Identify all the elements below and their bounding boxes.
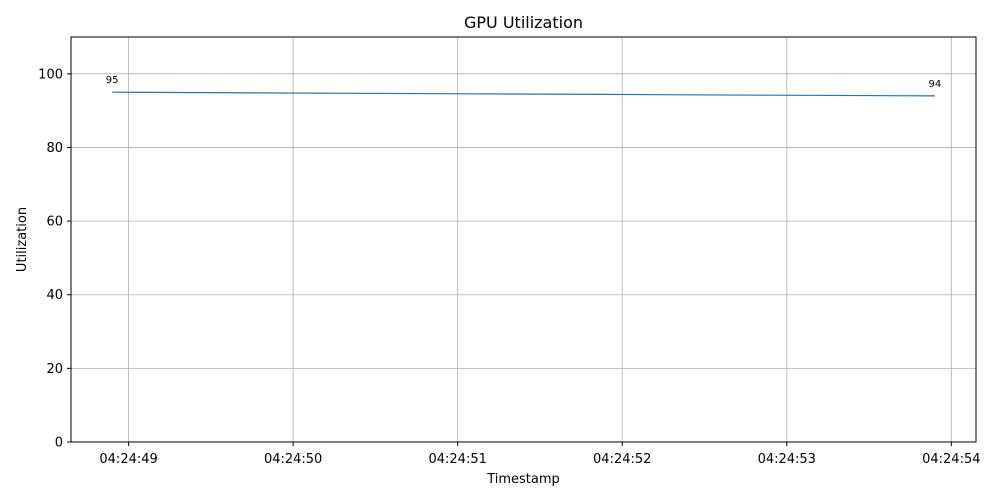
x-tick-label: 04:24:49 (99, 452, 157, 467)
x-tick-label: 04:24:52 (593, 452, 651, 467)
y-tick-label: 20 (46, 362, 63, 377)
series-layer (112, 91, 935, 97)
ticks: 04:24:49 04:24:50 04:24:51 04:24:52 04:24:53… (38, 67, 980, 467)
y-tick-label: 80 (46, 141, 63, 156)
annotations: 95 94 (106, 75, 941, 90)
y-axis-title: Utilization (15, 207, 30, 272)
y-tick-label: 0 (55, 436, 63, 451)
chart-title: GPU Utilization (464, 13, 583, 32)
x-tick-label: 04:24:50 (264, 452, 322, 467)
x-axis-title: Timestamp (486, 472, 560, 487)
plot-frame (70, 36, 977, 443)
y-tick-label: 60 (46, 215, 63, 230)
data-label: 95 (106, 75, 119, 86)
x-tick-label: 04:24:53 (758, 452, 816, 467)
x-tick-label: 04:24:51 (428, 452, 486, 467)
y-tick-label: 40 (46, 288, 63, 303)
data-label: 94 (928, 79, 941, 90)
y-tick-label: 100 (38, 67, 63, 82)
series-line (112, 91, 935, 97)
x-tick-label: 04:24:54 (922, 452, 980, 467)
